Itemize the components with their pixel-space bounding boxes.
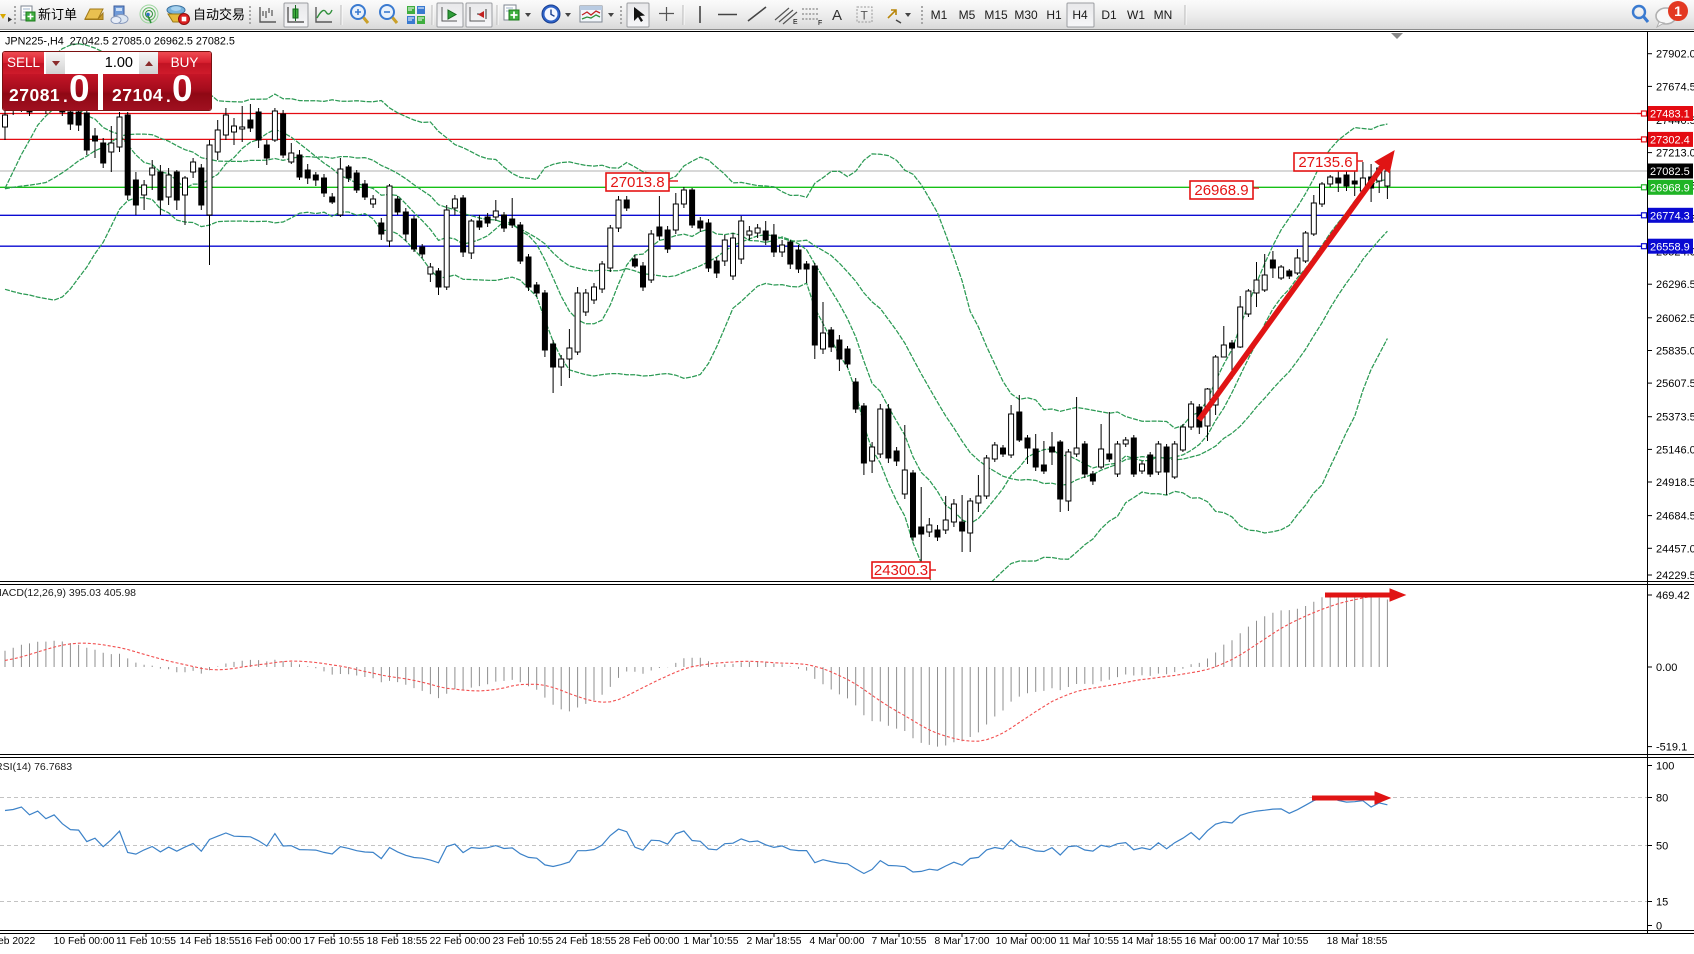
svg-text:D1: D1	[1101, 8, 1117, 22]
svg-text:T: T	[861, 9, 869, 23]
svg-text:27902.0: 27902.0	[1656, 49, 1694, 61]
svg-text:23 Feb 10:55: 23 Feb 10:55	[493, 936, 554, 947]
svg-text:JPN225-,H4 27042.5 27085.0 26: JPN225-,H4 27042.5 27085.0 26962.5 27082…	[5, 36, 235, 48]
svg-text:M1: M1	[931, 8, 948, 22]
svg-text:MN: MN	[1154, 8, 1173, 22]
svg-text:8 Mar 17:00: 8 Mar 17:00	[935, 936, 990, 947]
svg-text:100: 100	[1656, 761, 1674, 773]
svg-text:11 Feb 10:55: 11 Feb 10:55	[116, 936, 176, 947]
svg-text:自动交易: 自动交易	[193, 7, 245, 22]
svg-text:eb 2022: eb 2022	[0, 936, 35, 947]
svg-text:4 Mar 00:00: 4 Mar 00:00	[810, 936, 865, 947]
svg-text:14 Mar 18:55: 14 Mar 18:55	[1122, 936, 1183, 947]
svg-text:17 Mar 10:55: 17 Mar 10:55	[1248, 936, 1309, 947]
svg-text:11 Mar 10:55: 11 Mar 10:55	[1059, 936, 1119, 947]
svg-text:M30: M30	[1014, 8, 1038, 22]
svg-text:26558.9: 26558.9	[1650, 241, 1690, 253]
svg-text:-519.1: -519.1	[1656, 742, 1687, 754]
svg-text:16 Mar 00:00: 16 Mar 00:00	[1185, 936, 1246, 947]
svg-text:25146.0: 25146.0	[1656, 444, 1694, 456]
svg-text:27213.0: 27213.0	[1656, 148, 1694, 160]
svg-text:27013.8: 27013.8	[610, 174, 664, 191]
svg-text:7 Mar 10:55: 7 Mar 10:55	[872, 936, 927, 947]
svg-text:RSI(14) 76.7683: RSI(14) 76.7683	[0, 761, 72, 773]
svg-text:24918.5: 24918.5	[1656, 477, 1694, 489]
svg-text:24 Feb 18:55: 24 Feb 18:55	[556, 936, 617, 947]
svg-text:15: 15	[1656, 897, 1668, 909]
svg-text:W1: W1	[1127, 8, 1145, 22]
svg-text:F: F	[818, 20, 822, 27]
svg-text:0: 0	[1656, 921, 1662, 933]
svg-text:26774.3: 26774.3	[1650, 211, 1690, 223]
svg-text:1: 1	[1674, 3, 1682, 19]
svg-text:26968.9: 26968.9	[1650, 183, 1690, 195]
svg-text:469.42: 469.42	[1656, 590, 1690, 602]
svg-text:E: E	[793, 19, 798, 26]
svg-text:H1: H1	[1046, 8, 1062, 22]
svg-text:27674.5: 27674.5	[1656, 81, 1694, 93]
svg-text:2 Mar 18:55: 2 Mar 18:55	[747, 936, 802, 947]
svg-text:27483.1: 27483.1	[1650, 109, 1690, 121]
svg-text:18 Mar 18:55: 18 Mar 18:55	[1327, 936, 1388, 947]
svg-text:H4: H4	[1072, 8, 1088, 22]
svg-text:26968.9: 26968.9	[1194, 182, 1248, 199]
svg-text:1 Mar 10:55: 1 Mar 10:55	[684, 936, 739, 947]
svg-text:14 Feb 18:55: 14 Feb 18:55	[180, 936, 241, 947]
svg-text:25835.0: 25835.0	[1656, 346, 1694, 358]
svg-text:10 Mar 00:00: 10 Mar 00:00	[996, 936, 1057, 947]
svg-text:27135.6: 27135.6	[1298, 154, 1352, 171]
svg-text:24229.5: 24229.5	[1656, 570, 1694, 582]
svg-text:A: A	[832, 7, 842, 24]
svg-text:M5: M5	[959, 8, 976, 22]
svg-text:25607.5: 25607.5	[1656, 378, 1694, 390]
svg-text:27302.4: 27302.4	[1650, 135, 1690, 147]
svg-text:26296.5: 26296.5	[1656, 279, 1694, 291]
svg-text:17 Feb 10:55: 17 Feb 10:55	[304, 936, 365, 947]
svg-text:24684.5: 24684.5	[1656, 511, 1694, 523]
svg-text:新订单: 新订单	[38, 7, 77, 22]
svg-text:10 Feb 00:00: 10 Feb 00:00	[54, 936, 115, 947]
svg-text:25373.5: 25373.5	[1656, 412, 1694, 424]
svg-text:M15: M15	[984, 8, 1008, 22]
svg-text:22 Feb 00:00: 22 Feb 00:00	[430, 936, 491, 947]
svg-text:80: 80	[1656, 793, 1668, 805]
svg-text:16 Feb 00:00: 16 Feb 00:00	[241, 936, 302, 947]
svg-text:26062.5: 26062.5	[1656, 313, 1694, 325]
svg-text:MACD(12,26,9) 395.03 405.98: MACD(12,26,9) 395.03 405.98	[0, 587, 136, 599]
svg-text:27082.5: 27082.5	[1650, 166, 1690, 178]
svg-text:28 Feb 00:00: 28 Feb 00:00	[619, 936, 680, 947]
svg-text:0.00: 0.00	[1656, 662, 1677, 674]
svg-text:18 Feb 18:55: 18 Feb 18:55	[367, 936, 428, 947]
svg-text:50: 50	[1656, 841, 1668, 853]
svg-text:24457.0: 24457.0	[1656, 543, 1694, 555]
svg-text:24300.3: 24300.3	[874, 562, 928, 579]
